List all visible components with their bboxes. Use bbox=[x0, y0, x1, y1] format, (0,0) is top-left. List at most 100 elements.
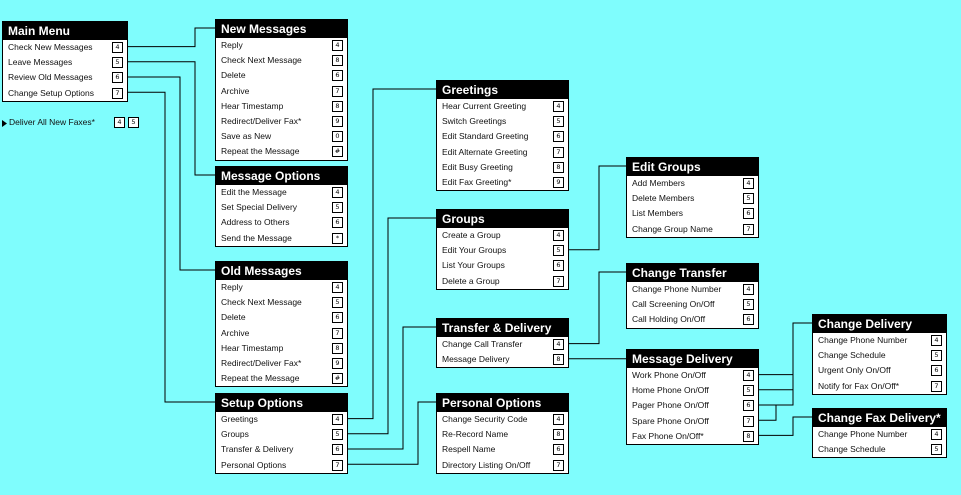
menu-item[interactable]: Notify for Fax On/Off* 7 bbox=[813, 379, 946, 394]
keypad-key-icon: 6 bbox=[553, 131, 564, 143]
menu-item-label: Save as New bbox=[221, 131, 272, 142]
menu-item-label: Address to Others bbox=[221, 217, 290, 228]
keypad-key-icon: 5 bbox=[743, 385, 754, 397]
menu-item[interactable]: Directory Listing On/Off 7 bbox=[437, 458, 568, 473]
menu-item-label: Edit the Message bbox=[221, 187, 287, 197]
menu-item[interactable]: Spare Phone On/Off 7 bbox=[627, 414, 758, 429]
menu-item[interactable]: Hear Timestamp 8 bbox=[216, 99, 347, 114]
menu-item[interactable]: Work Phone On/Off 4 bbox=[627, 368, 758, 383]
menu-item[interactable]: Archive 7 bbox=[216, 84, 347, 99]
keypad-key-icon: 6 bbox=[743, 314, 754, 326]
menu-msgdelivery: Message Delivery Work Phone On/Off 4 Home P… bbox=[626, 349, 759, 445]
connector-setup-to-groups bbox=[348, 217, 436, 435]
menu-item[interactable]: Edit the Message 4 bbox=[216, 185, 347, 200]
menu-item-label: Home Phone On/Off bbox=[632, 385, 709, 396]
menu-item[interactable]: Redirect/Deliver Fax* 9 bbox=[216, 356, 347, 371]
deliver-faxes-option[interactable]: Deliver All New Faxes* 4 5 bbox=[9, 117, 139, 129]
menu-item[interactable]: List Members 6 bbox=[627, 206, 758, 221]
keypad-key-icon: 4 bbox=[112, 42, 123, 53]
menu-item-label: Notify for Fax On/Off* bbox=[818, 380, 900, 391]
menu-item[interactable]: Message Delivery 8 bbox=[437, 352, 568, 367]
menu-item[interactable]: Address to Others 6 bbox=[216, 215, 347, 230]
menu-item[interactable]: Home Phone On/Off 5 bbox=[627, 383, 758, 398]
menu-item-label: Change Phone Number bbox=[632, 284, 722, 294]
keypad-key-icon: 7 bbox=[743, 223, 754, 235]
menu-item-label: Call Screening On/Off bbox=[632, 299, 715, 310]
menu-item[interactable]: Archive 7 bbox=[216, 326, 347, 341]
menu-item[interactable]: Create a Group 4 bbox=[437, 228, 568, 243]
menu-item[interactable]: Reply 4 bbox=[216, 38, 347, 53]
menu-item[interactable]: Check Next Message 5 bbox=[216, 295, 347, 310]
menu-greetings: Greetings Hear Current Greeting 4 Switch Gr… bbox=[436, 80, 569, 192]
menu-item[interactable]: Check Next Message 8 bbox=[216, 53, 347, 68]
menu-item[interactable]: Edit Busy Greeting 8 bbox=[437, 160, 568, 175]
menu-item[interactable]: Change Phone Number 4 bbox=[813, 427, 946, 442]
menu-item[interactable]: Re-Record Name 8 bbox=[437, 427, 568, 442]
menu-item[interactable]: Delete 6 bbox=[216, 310, 347, 325]
menu-item[interactable]: Delete 6 bbox=[216, 68, 347, 83]
menu-item[interactable]: Redirect/Deliver Fax* 9 bbox=[216, 114, 347, 129]
menu-item-label: Create a Group bbox=[442, 230, 501, 240]
menu-new: New Messages Reply 4 Check Next Message 8 Del… bbox=[215, 19, 348, 161]
menu-item[interactable]: Transfer & Delivery 6 bbox=[216, 442, 347, 457]
menu-item[interactable]: Greetings 4 bbox=[216, 412, 347, 427]
keypad-key-icon: 4 bbox=[931, 335, 942, 346]
menu-item[interactable]: Edit Alternate Greeting 7 bbox=[437, 145, 568, 160]
menu-item[interactable]: Pager Phone On/Off 6 bbox=[627, 398, 758, 413]
menu-item[interactable]: Hear Timestamp 8 bbox=[216, 341, 347, 356]
menu-item[interactable]: Save as New 0 bbox=[216, 129, 347, 144]
menu-item-label: Delete a Group bbox=[442, 275, 500, 286]
menu-item[interactable]: Change Group Name 7 bbox=[627, 222, 758, 237]
menu-item[interactable]: Repeat the Message # bbox=[216, 144, 347, 159]
menu-item[interactable]: Check New Messages 4 bbox=[3, 40, 127, 55]
menu-item[interactable]: Hear Current Greeting 4 bbox=[437, 99, 568, 114]
menu-item[interactable]: Review Old Messages 6 bbox=[3, 70, 127, 85]
menu-item[interactable]: Edit Your Groups 5 bbox=[437, 243, 568, 258]
menu-item[interactable]: Send the Message * bbox=[216, 231, 347, 246]
keypad-key-icon: 4 bbox=[553, 230, 564, 241]
menu-item[interactable]: Set Special Delivery 5 bbox=[216, 200, 347, 215]
menu-item-label: Urgent Only On/Off bbox=[818, 365, 891, 376]
connector-delivery-phone-3 bbox=[759, 374, 794, 406]
menu-item[interactable]: Fax Phone On/Off* 8 bbox=[627, 429, 758, 444]
menu-item[interactable]: Leave Messages 5 bbox=[3, 55, 127, 70]
menu-item-label: Hear Timestamp bbox=[221, 342, 284, 353]
menu-item[interactable]: Groups 5 bbox=[216, 427, 347, 442]
menu-item[interactable]: Call Holding On/Off 6 bbox=[627, 312, 758, 327]
keypad-key-icon: 9 bbox=[553, 176, 564, 188]
menu-item-label: Reply bbox=[221, 40, 243, 50]
menu-item[interactable]: Delete Members 5 bbox=[627, 191, 758, 206]
menu-item-label: Groups bbox=[221, 429, 249, 440]
menu-item[interactable]: Change Phone Number 4 bbox=[627, 282, 758, 297]
menu-item[interactable]: Switch Greetings 5 bbox=[437, 114, 568, 129]
keypad-key-icon: 6 bbox=[743, 208, 754, 220]
menu-item[interactable]: Add Members 4 bbox=[627, 176, 758, 191]
menu-item[interactable]: Change Setup Options 7 bbox=[3, 86, 127, 101]
keypad-key-icon: 5 bbox=[332, 297, 343, 309]
menu-item[interactable]: Call Screening On/Off 5 bbox=[627, 297, 758, 312]
keypad-key-icon: 5 bbox=[743, 193, 754, 205]
menu-item[interactable]: Personal Options 7 bbox=[216, 458, 347, 473]
menu-item[interactable]: List Your Groups 6 bbox=[437, 258, 568, 273]
menu-title: Change Fax Delivery* bbox=[813, 409, 946, 427]
keypad-key-icon: 4 bbox=[743, 284, 754, 295]
menu-item[interactable]: Respell Name 6 bbox=[437, 442, 568, 457]
menu-item[interactable]: Repeat the Message # bbox=[216, 371, 347, 386]
menu-title: Message Options bbox=[216, 167, 347, 185]
menu-item[interactable]: Edit Standard Greeting 6 bbox=[437, 129, 568, 144]
menu-item[interactable]: Reply 4 bbox=[216, 280, 347, 295]
menu-item[interactable]: Change Call Transfer 4 bbox=[437, 337, 568, 352]
menu-item[interactable]: Change Schedule 5 bbox=[813, 348, 946, 363]
menu-item[interactable]: Urgent Only On/Off 6 bbox=[813, 363, 946, 378]
connector-main-to-options bbox=[128, 61, 215, 176]
menu-title: Personal Options bbox=[437, 394, 568, 412]
menu-item[interactable]: Change Security Code 4 bbox=[437, 412, 568, 427]
menu-item[interactable]: Edit Fax Greeting* 9 bbox=[437, 175, 568, 190]
keypad-key-icon: 8 bbox=[332, 55, 343, 67]
menu-item[interactable]: Change Phone Number 4 bbox=[813, 333, 946, 348]
keypad-key-icon: 6 bbox=[332, 217, 343, 229]
menu-item[interactable]: Change Schedule 5 bbox=[813, 442, 946, 457]
menu-item[interactable]: Delete a Group 7 bbox=[437, 274, 568, 289]
menu-item-label: Archive bbox=[221, 327, 250, 338]
keypad-key-icon: 4 bbox=[743, 370, 754, 381]
